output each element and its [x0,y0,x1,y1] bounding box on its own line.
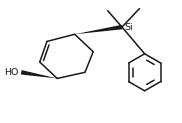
Polygon shape [21,70,57,78]
Polygon shape [75,25,122,34]
Text: Si: Si [124,23,133,32]
Text: HO: HO [4,68,18,77]
